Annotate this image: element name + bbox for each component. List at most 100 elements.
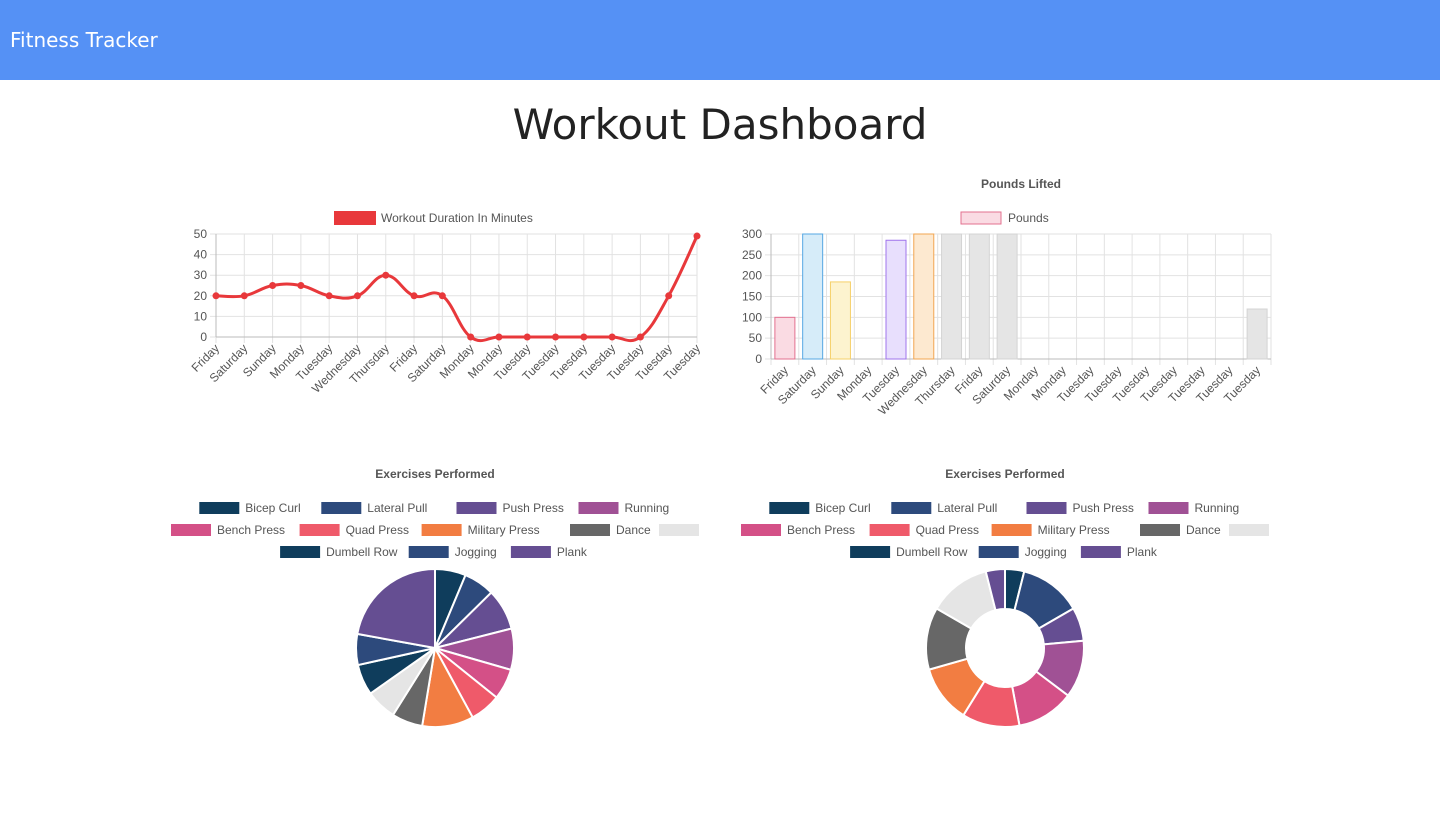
legend-label: Quad Press <box>346 523 409 537</box>
y-tick-label: 50 <box>194 227 208 241</box>
data-point <box>693 232 701 240</box>
series-line <box>215 235 699 343</box>
data-point <box>523 333 531 341</box>
chart-1: Pounds LiftedPounds050100150200250300Fri… <box>742 177 1272 418</box>
y-tick-label: 10 <box>194 309 208 323</box>
y-tick-label: 50 <box>749 331 763 345</box>
legend-label: Pounds <box>1008 211 1049 225</box>
legend-swatch <box>510 546 551 558</box>
legend-label: Dumbell Row <box>896 545 968 559</box>
chart-legend: Bicep Curl Lateral Pull Push Press Running B… <box>171 501 699 559</box>
data-point <box>552 333 560 341</box>
bar <box>774 316 796 360</box>
charts-canvas: Workout Duration In Minutes01020304050Fr… <box>171 177 1272 728</box>
legend-label: Bench Press <box>217 523 285 537</box>
chart-grid <box>210 233 698 343</box>
legend-label: Dance <box>616 523 651 537</box>
y-tick-label: 100 <box>742 310 762 324</box>
legend-swatch <box>891 502 932 514</box>
legend-label: Plank <box>557 545 588 559</box>
legend-label: Jogging <box>1025 545 1067 559</box>
chart-3: Exercises Performed Bicep Curl Lateral Pul… <box>741 467 1269 728</box>
legend-label: Running <box>625 501 670 515</box>
legend-swatch <box>408 546 449 558</box>
data-point <box>608 333 616 341</box>
legend-swatch <box>659 524 699 536</box>
y-tick-label: 0 <box>755 352 762 366</box>
data-point <box>467 333 475 341</box>
bar <box>913 233 935 360</box>
slice <box>356 567 436 650</box>
data-point <box>410 292 418 300</box>
y-tick-label: 200 <box>742 269 762 283</box>
data-point <box>269 282 277 289</box>
chart-0: Workout Duration In Minutes01020304050Fr… <box>189 211 703 396</box>
legend-label: Push Press <box>503 501 564 515</box>
legend-label: Bicep Curl <box>815 501 870 515</box>
legend-label: Jogging <box>455 545 497 559</box>
legend-swatch <box>171 524 211 536</box>
legend-swatch <box>960 211 1002 225</box>
y-tick-label: 40 <box>194 248 208 262</box>
legend-label: Plank <box>1127 545 1158 559</box>
legend-swatch <box>456 502 497 514</box>
legend-swatch <box>334 211 376 225</box>
legend-swatch <box>769 502 810 514</box>
legend-swatch <box>741 524 781 536</box>
legend-label: Dumbell Row <box>326 545 398 559</box>
legend-swatch <box>1080 546 1121 558</box>
chart-legend: Workout Duration In Minutes <box>334 211 533 225</box>
legend-swatch <box>978 546 1019 558</box>
data-point <box>665 292 673 300</box>
legend-label: Military Press <box>1038 523 1110 537</box>
brand-link[interactable]: Fitness Tracker <box>10 28 158 52</box>
legend-swatch <box>299 524 340 536</box>
chart-legend: Pounds <box>960 211 1049 225</box>
chart-legend: Bicep Curl Lateral Pull Push Press Running B… <box>741 501 1269 559</box>
bar <box>1246 308 1268 360</box>
y-tick-label: 300 <box>742 227 762 241</box>
bar <box>941 233 963 360</box>
legend-swatch <box>321 502 362 514</box>
bar <box>996 233 1018 360</box>
bar <box>968 233 990 360</box>
y-tick-label: 250 <box>742 248 762 262</box>
y-tick-label: 30 <box>194 268 208 282</box>
navbar: Fitness Tracker <box>0 0 1440 80</box>
data-point <box>353 292 361 300</box>
legend-label: Lateral Pull <box>367 501 427 515</box>
legend-swatch <box>1229 524 1269 536</box>
data-point <box>495 333 503 341</box>
legend-label: Bench Press <box>787 523 855 537</box>
legend-label: Dance <box>1186 523 1221 537</box>
legend-swatch <box>1148 502 1189 514</box>
legend-label: Lateral Pull <box>937 501 997 515</box>
page-title: Workout Dashboard <box>512 100 928 149</box>
y-tick-label: 20 <box>194 289 208 303</box>
data-point <box>636 333 644 341</box>
legend-label: Workout Duration In Minutes <box>381 211 533 225</box>
legend-swatch <box>421 524 462 536</box>
bar <box>829 281 851 360</box>
y-tick-label: 150 <box>742 290 762 304</box>
legend-swatch <box>1026 502 1067 514</box>
slice <box>984 567 1006 612</box>
legend-swatch <box>570 524 610 536</box>
bar <box>802 233 824 360</box>
data-point <box>438 292 446 300</box>
chart-title: Exercises Performed <box>945 467 1064 481</box>
legend-swatch <box>850 546 891 558</box>
chart-title: Exercises Performed <box>375 467 494 481</box>
legend-swatch <box>280 546 321 558</box>
legend-swatch <box>1140 524 1180 536</box>
legend-label: Quad Press <box>916 523 979 537</box>
data-point <box>212 292 220 300</box>
chart-title: Pounds Lifted <box>981 177 1061 191</box>
legend-label: Military Press <box>468 523 540 537</box>
legend-swatch <box>991 524 1032 536</box>
data-point <box>580 333 588 341</box>
data-point <box>240 292 248 300</box>
y-tick-label: 0 <box>200 330 207 344</box>
data-point <box>297 282 305 289</box>
data-point <box>325 292 333 300</box>
